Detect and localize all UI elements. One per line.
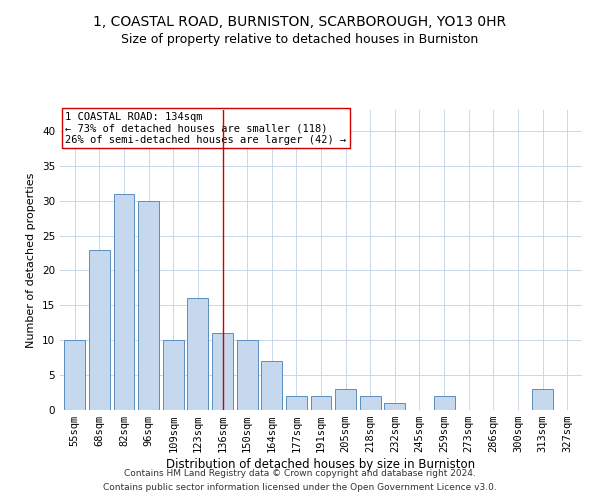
Bar — [286, 396, 307, 410]
Bar — [311, 396, 331, 410]
Bar — [236, 340, 257, 410]
Bar — [212, 334, 233, 410]
Bar — [64, 340, 85, 410]
Y-axis label: Number of detached properties: Number of detached properties — [26, 172, 37, 348]
Bar — [360, 396, 381, 410]
Bar — [138, 200, 159, 410]
Text: Contains public sector information licensed under the Open Government Licence v3: Contains public sector information licen… — [103, 484, 497, 492]
Text: 1 COASTAL ROAD: 134sqm
← 73% of detached houses are smaller (118)
26% of semi-de: 1 COASTAL ROAD: 134sqm ← 73% of detached… — [65, 112, 346, 144]
Text: Contains HM Land Registry data © Crown copyright and database right 2024.: Contains HM Land Registry data © Crown c… — [124, 468, 476, 477]
Bar — [385, 403, 406, 410]
Bar — [532, 389, 553, 410]
Bar — [187, 298, 208, 410]
Bar — [89, 250, 110, 410]
Text: 1, COASTAL ROAD, BURNISTON, SCARBOROUGH, YO13 0HR: 1, COASTAL ROAD, BURNISTON, SCARBOROUGH,… — [94, 15, 506, 29]
Text: Size of property relative to detached houses in Burniston: Size of property relative to detached ho… — [121, 32, 479, 46]
X-axis label: Distribution of detached houses by size in Burniston: Distribution of detached houses by size … — [166, 458, 476, 471]
Bar — [113, 194, 134, 410]
Bar — [434, 396, 455, 410]
Bar — [163, 340, 184, 410]
Bar — [335, 389, 356, 410]
Bar — [261, 361, 282, 410]
